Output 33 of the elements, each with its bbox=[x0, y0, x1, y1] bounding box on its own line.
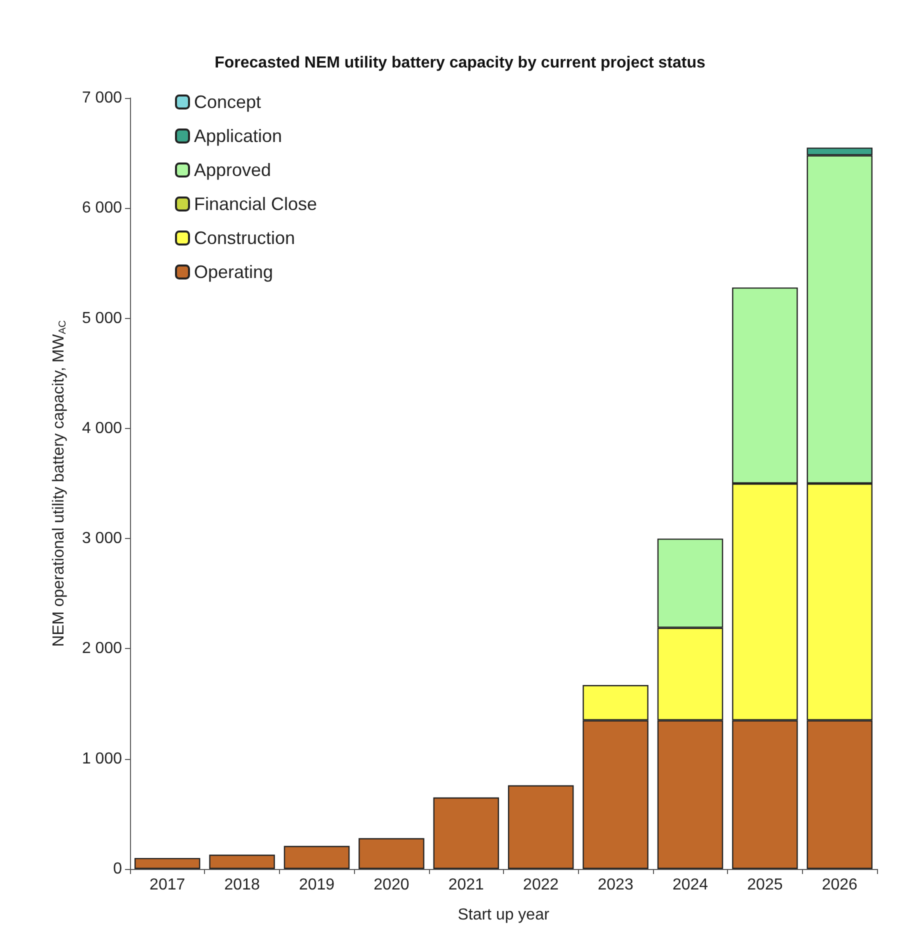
y-tick-label: 4 000 bbox=[82, 420, 122, 437]
bar bbox=[284, 846, 350, 869]
bar bbox=[433, 797, 500, 869]
x-tick-label: 2021 bbox=[448, 876, 484, 894]
y-tick-label: 5 000 bbox=[82, 310, 122, 327]
legend-label: Application bbox=[194, 126, 282, 146]
legend-label: Approved bbox=[194, 160, 272, 180]
x-tick-label: 2022 bbox=[523, 876, 559, 894]
x-tick-label: 2017 bbox=[150, 876, 186, 894]
x-tick-label: 2018 bbox=[224, 876, 260, 894]
x-tick-label: 2026 bbox=[822, 876, 858, 894]
y-tick-label: 7 000 bbox=[82, 90, 122, 106]
x-tick-label: 2020 bbox=[374, 876, 410, 894]
y-axis-title: NEM operational utility battery capacity, MWAC bbox=[50, 320, 68, 647]
x-axis-title: Start up year bbox=[458, 906, 550, 924]
legend-label: Concept bbox=[194, 92, 262, 112]
y-tick-label: 3 000 bbox=[82, 530, 122, 548]
x-tick-label: 2019 bbox=[298, 876, 335, 894]
x-tick-label: 2024 bbox=[672, 876, 708, 894]
x-tick-label: 2025 bbox=[747, 876, 783, 894]
legend-label: Operating bbox=[194, 262, 274, 282]
y-tick-label: 1 000 bbox=[82, 750, 122, 768]
legend-label: Construction bbox=[194, 228, 296, 248]
bar bbox=[134, 858, 200, 869]
bar bbox=[358, 838, 424, 869]
x-tick-label: 2023 bbox=[598, 876, 634, 894]
bar bbox=[209, 854, 275, 869]
y-tick-label: 0 bbox=[113, 860, 122, 878]
bar bbox=[508, 785, 574, 869]
y-tick-label: 6 000 bbox=[82, 200, 122, 217]
legend-label: Financial Close bbox=[194, 194, 318, 214]
y-tick-label: 2 000 bbox=[82, 640, 122, 658]
chart-title: Forecasted NEM utility battery capacity by current project status bbox=[214, 54, 706, 72]
